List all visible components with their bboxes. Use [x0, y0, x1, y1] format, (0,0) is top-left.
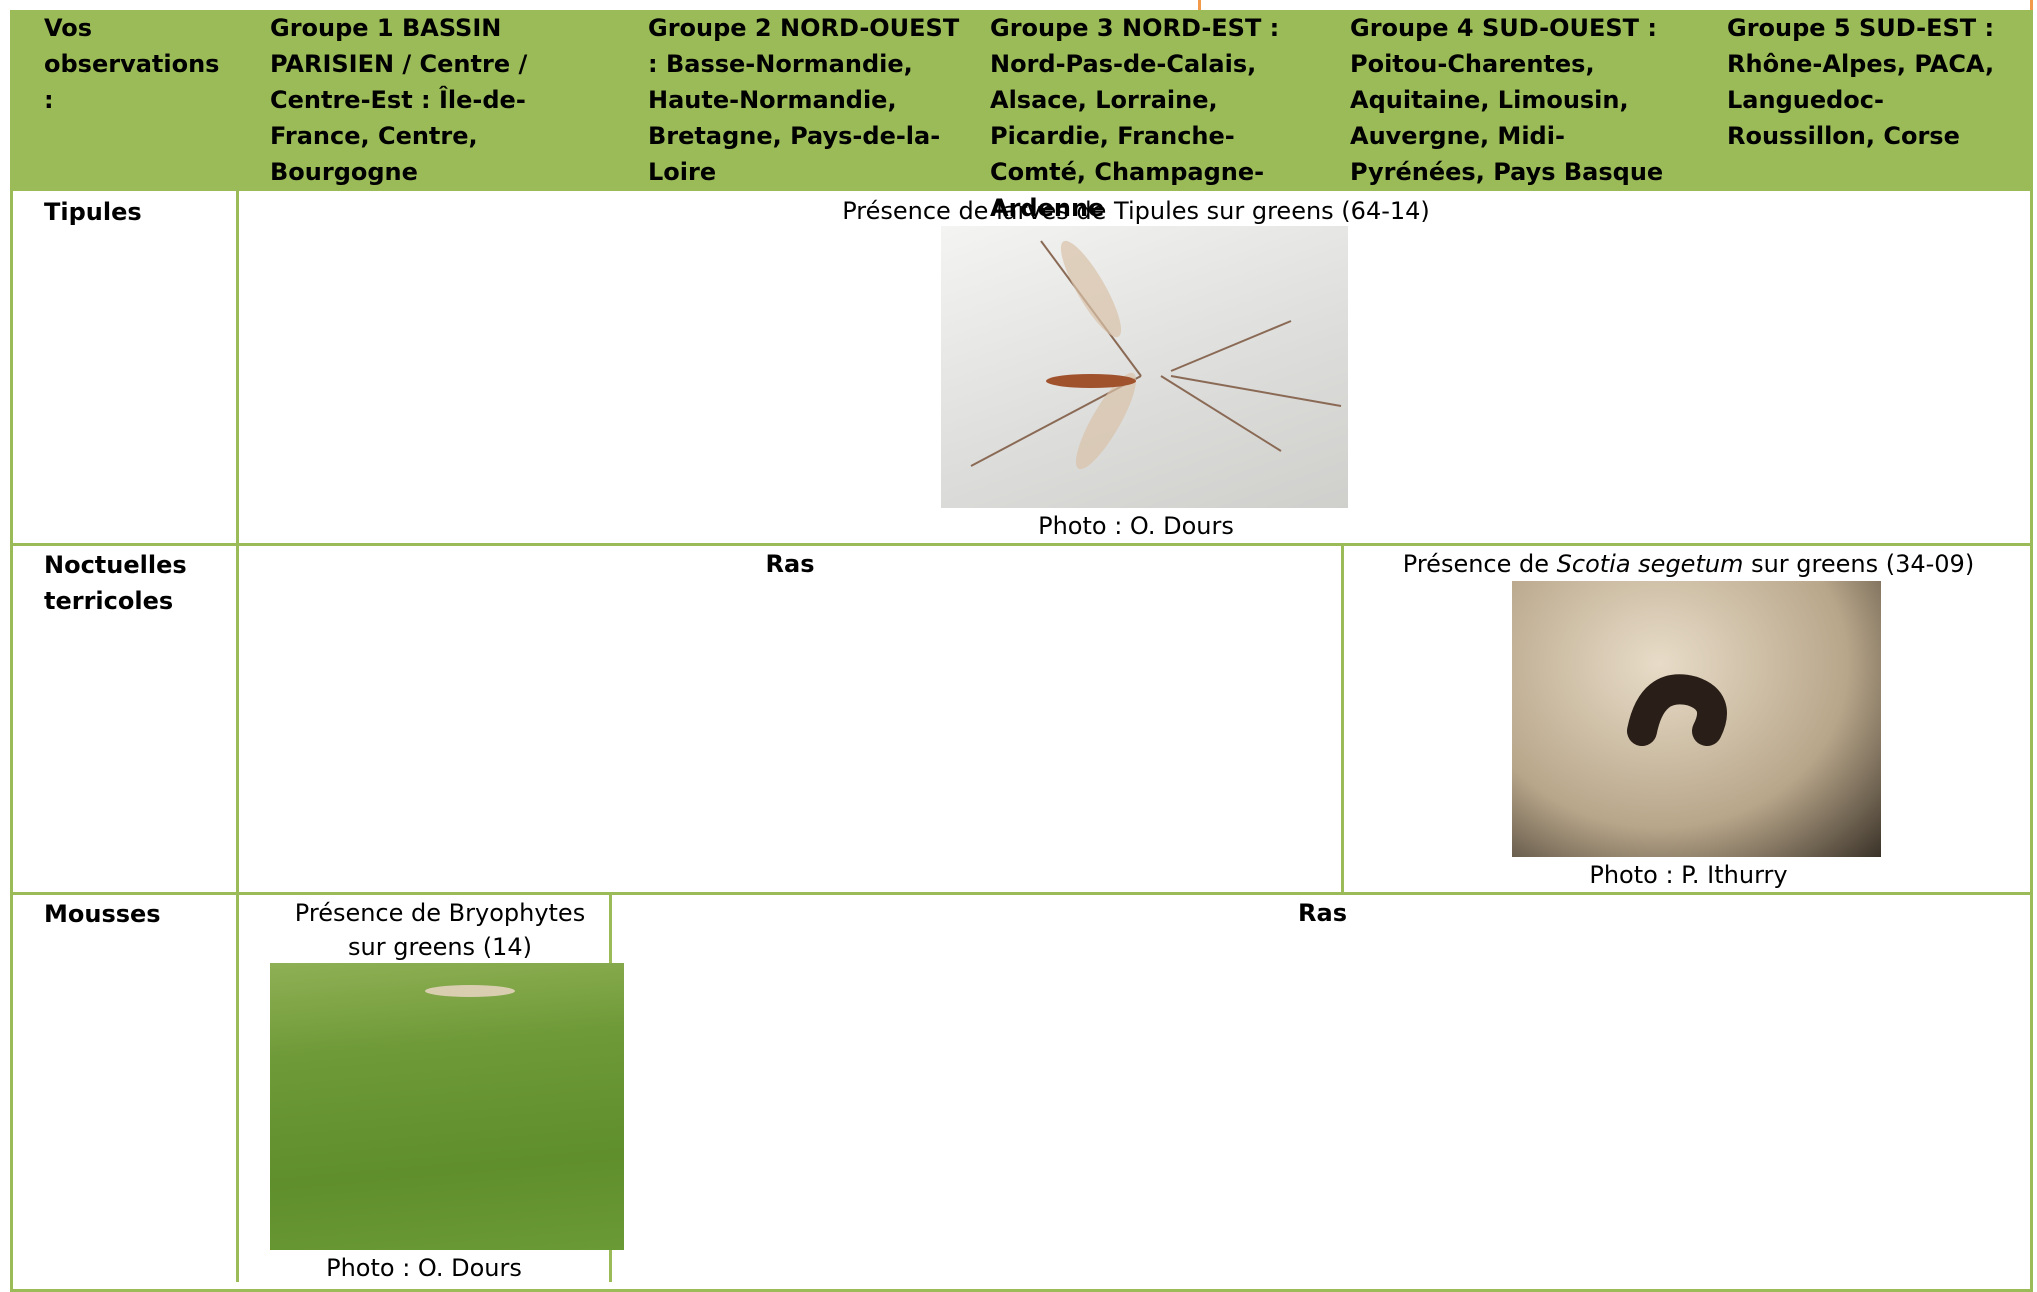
- photo-caption: Photo : P. Ithurry: [1589, 861, 1788, 889]
- species-name: Scotia segetum: [1556, 550, 1744, 578]
- larva-illustration: [1627, 674, 1727, 746]
- column-line: [1341, 543, 1344, 893]
- header-cell: Groupe 3 NORD-EST : Nord-Pas-de-Calais, …: [990, 14, 1280, 222]
- photo: [941, 226, 1348, 508]
- header-cell: Vos observations :: [44, 14, 220, 114]
- cell-text: Présence de Scotia segetum sur greens (3…: [1344, 547, 2033, 581]
- photo: [1512, 581, 1881, 857]
- cell-text: Ras: [1298, 899, 1347, 927]
- header-cell: Groupe 4 SUD-OUEST : Poitou-Charentes, A…: [1350, 14, 1664, 186]
- column-line: [236, 191, 239, 1282]
- text-run: Présence de: [1402, 550, 1557, 578]
- cell-text: Présence de larves de Tipules sur greens…: [842, 197, 1430, 225]
- header-cell: Groupe 2 NORD-OUEST : Basse-Normandie, H…: [648, 14, 960, 186]
- photo-caption: Photo : O. Dours: [1038, 512, 1234, 540]
- cell-text: Présence de Bryophytes sur greens (14): [294, 899, 586, 961]
- row-label: Mousses: [44, 900, 161, 928]
- header-row: [10, 10, 2033, 191]
- photo-caption: Photo : O. Dours: [326, 1254, 522, 1282]
- cell-text: Ras: [765, 550, 815, 578]
- text-run: sur greens (34-09): [1743, 550, 1975, 578]
- insect-illustration: [970, 240, 1342, 470]
- header-cell: Groupe 5 SUD-EST : Rhône-Alpes, PACA, La…: [1727, 14, 1995, 150]
- header-cell: Groupe 1 BASSIN PARISIEN / Centre / Cent…: [270, 14, 528, 186]
- photo: [270, 963, 624, 1250]
- green-illustration: [425, 985, 515, 997]
- row-label: Noctuelles terricoles: [44, 551, 187, 615]
- row-label: Tipules: [44, 198, 142, 226]
